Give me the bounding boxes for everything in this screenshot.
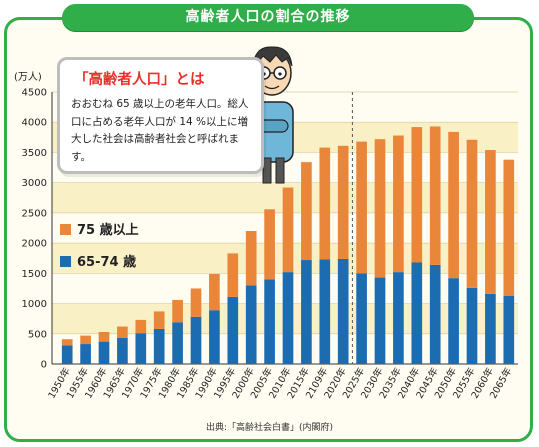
y-tick-label: 4000 [22,118,47,129]
bar-segment-75plus [135,319,147,334]
bar-segment-75plus [190,288,202,317]
bar-segment-75plus [466,139,478,288]
y-tick-label: 0 [41,360,47,371]
y-tick-label: 2000 [22,239,47,250]
bar-segment-75plus [374,139,386,278]
legend-swatch-orange [60,224,71,235]
bar-segment-65-74 [117,338,128,364]
y-tick-label: 500 [28,329,47,340]
bar-segment-65-74 [209,310,220,364]
bar-segment-65-74 [98,341,110,364]
chart-title: 高齢者人口の割合の推移 [62,4,474,31]
bar-segment-65-74 [264,279,275,364]
bar-segment-75plus [356,141,367,274]
bar-segment-65-74 [282,272,294,364]
bar-segment-65-74 [135,333,147,364]
bar-segment-65-74 [374,277,386,364]
bar-segment-75plus [282,187,294,273]
bar-segment-65-74 [172,322,183,364]
bar-segment-65-74 [245,285,257,364]
y-tick-label: 2500 [22,208,47,219]
bar-segment-75plus [319,147,331,260]
bar-segment-65-74 [485,293,496,364]
bar-segment-75plus [153,311,165,329]
bar-segment-75plus [80,335,91,345]
bar-segment-65-74 [319,259,331,364]
bar-segment-75plus [485,150,496,294]
bar-segment-75plus [117,326,128,339]
bar-segment-65-74 [356,273,367,364]
bar-segment-65-74 [61,345,73,364]
y-tick-label: 3500 [22,148,47,159]
bar-segment-75plus [301,162,312,261]
bar-segment-75plus [172,299,183,323]
bar-segment-75plus [264,209,275,280]
legend-swatch-blue [60,256,71,267]
legend-label-75plus: 75 歳以上 [77,223,139,238]
bar-segment-65-74 [393,272,404,364]
source-note: 出典:「高齢社会白書」(内閣府) [205,423,334,433]
legend-label-6574: 65-74 歳 [77,255,137,270]
y-axis-unit-label: (万人) [14,71,42,83]
bar-segment-75plus [209,273,220,311]
bar-segment-75plus [503,159,515,296]
bar-segment-65-74 [80,344,91,364]
bar-segment-65-74 [227,296,239,364]
legend-item-6574: 65-74 歳 [60,251,136,270]
bar-segment-65-74 [448,278,459,364]
bar-segment-65-74 [337,258,349,364]
bar-segment-65-74 [466,287,478,364]
bar-segment-65-74 [503,295,515,364]
bar-segment-65-74 [411,262,423,364]
bar-segment-75plus [227,253,239,297]
bar-segment-75plus [61,339,73,346]
legend-item-75plus: 75 歳以上 [60,219,139,238]
bar-segment-65-74 [301,260,312,364]
bar-segment-65-74 [190,316,202,364]
callout-body: おおむね 65 歳以上の老年人口。総人口に占める老年人口が 14 %以上に増大し… [71,98,249,163]
callout-title: 「高齢者人口」とは [74,72,205,88]
y-tick-label: 1000 [22,299,47,310]
bar-segment-75plus [98,331,110,342]
y-tick-label: 4500 [22,88,47,99]
bar-segment-75plus [245,231,257,286]
y-tick-label: 1500 [22,269,47,280]
y-tick-label: 3000 [22,178,47,189]
bar-segment-75plus [429,126,441,265]
bar-segment-65-74 [153,328,165,364]
bar-segment-75plus [337,145,349,259]
bar-segment-75plus [393,135,404,273]
bar-segment-75plus [411,127,423,263]
bar-segment-75plus [448,131,459,279]
definition-callout: 「高齢者人口」とは おおむね 65 歳以上の老年人口。総人口に占める老年人口が … [57,57,264,174]
bar-segment-65-74 [429,264,441,364]
